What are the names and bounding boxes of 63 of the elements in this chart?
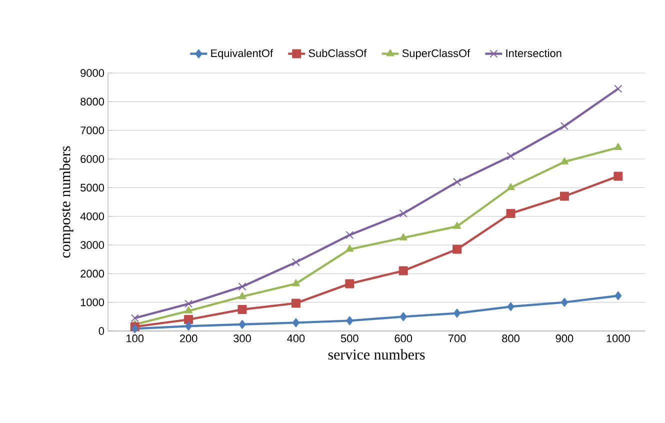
y-tick-label: 2000 <box>80 270 104 278</box>
point <box>454 308 461 318</box>
legend-label: SuperClassOf <box>402 49 470 60</box>
point <box>346 316 354 326</box>
point <box>398 266 408 276</box>
legend-label: EquivalentOf <box>211 49 274 60</box>
point <box>399 209 408 218</box>
point <box>346 244 354 252</box>
point <box>345 279 354 288</box>
point <box>399 233 408 240</box>
y-tick-label: 1000 <box>80 298 104 306</box>
point <box>560 192 569 201</box>
y-tick-label: 4000 <box>80 212 104 220</box>
point <box>185 322 192 331</box>
x-tick-label: 500 <box>340 334 358 342</box>
point <box>346 230 354 240</box>
y-tick-label: 3000 <box>80 241 104 249</box>
point <box>506 183 515 190</box>
legend-label: Intersection <box>506 49 562 58</box>
point <box>453 178 462 186</box>
point <box>184 315 194 324</box>
point <box>560 157 568 164</box>
point <box>614 84 622 93</box>
y-tick-label: 7000 <box>80 126 104 134</box>
point <box>292 279 300 286</box>
point <box>507 302 514 312</box>
point <box>238 305 247 314</box>
x-tick-label: 1000 <box>606 334 630 342</box>
y-tick-label: 6000 <box>80 155 104 163</box>
x-tick-label: 900 <box>556 334 574 342</box>
y-axis-title: composte numbers <box>60 146 74 258</box>
y-tick-label: 5000 <box>80 184 104 192</box>
x-tick-label: 100 <box>126 334 144 342</box>
point <box>238 292 246 300</box>
point <box>453 222 462 229</box>
point <box>614 172 623 181</box>
point <box>292 318 300 328</box>
point <box>452 244 462 254</box>
y-tick-label: 9000 <box>80 69 104 77</box>
x-tick-label: 400 <box>287 334 305 342</box>
point <box>614 143 622 150</box>
point <box>130 314 139 322</box>
x-axis-title: service numbers <box>328 349 425 360</box>
x-tick-label: 600 <box>394 334 412 342</box>
point <box>184 306 193 314</box>
x-tick-label: 700 <box>448 334 466 342</box>
point <box>238 282 246 291</box>
point <box>238 320 246 329</box>
x-tick-label: 300 <box>234 334 251 342</box>
point <box>184 300 193 308</box>
legend-label: SubClassOf <box>308 49 367 58</box>
y-tick-label: 8000 <box>80 98 104 106</box>
point <box>614 291 622 300</box>
x-tick-label: 800 <box>502 334 520 342</box>
point <box>400 312 407 322</box>
point <box>506 208 516 218</box>
point <box>560 122 568 130</box>
y-tick-label: 0 <box>98 327 104 335</box>
point <box>506 152 515 160</box>
point <box>560 298 568 307</box>
x-tick-label: 200 <box>180 334 198 342</box>
point <box>292 258 300 266</box>
point <box>291 298 300 308</box>
